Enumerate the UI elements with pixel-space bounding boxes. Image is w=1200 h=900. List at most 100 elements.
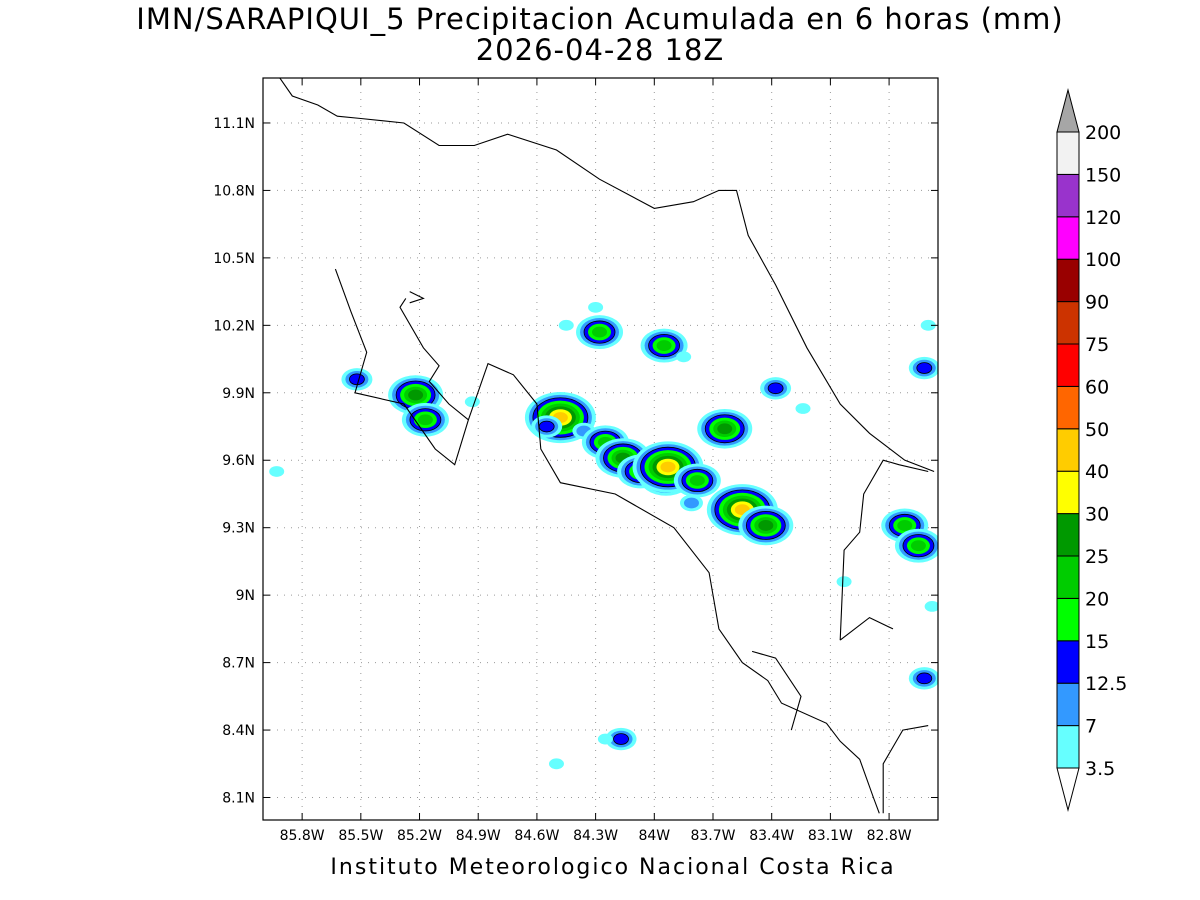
- precip-contour: [464, 396, 480, 408]
- precip-contour: [588, 301, 604, 313]
- precip-contour: [767, 382, 784, 395]
- colorbar-label: 3.5: [1085, 758, 1115, 780]
- precip-cell: [908, 356, 938, 380]
- precipitation-layer: [269, 301, 938, 770]
- precip-contour: [676, 351, 692, 363]
- colorbar-over-arrow: [1056, 88, 1080, 133]
- lat-tick-label: 9.3N: [222, 521, 255, 537]
- precip-contour: [349, 373, 365, 386]
- lon-tick-label: 84W: [638, 828, 670, 844]
- colorbar-label: 15: [1085, 631, 1109, 653]
- map-subtitle: 2026-04-28 18Z: [475, 33, 725, 67]
- precip-cell: [908, 667, 938, 690]
- precip-contour: [592, 326, 608, 338]
- precip-contour: [408, 389, 424, 401]
- colorbar-swatch: [1056, 555, 1080, 599]
- coastline: [279, 78, 935, 473]
- precip-cell: [558, 319, 574, 331]
- coastline: [467, 362, 880, 814]
- colorbar-swatch: [1056, 428, 1080, 472]
- colorbar-swatch: [1056, 173, 1080, 218]
- map-title: IMN/SARAPIQUI_5 Precipitacion Acumulada …: [136, 2, 1064, 36]
- lat-tick-label: 11.1N: [213, 116, 255, 132]
- precip-cell: [920, 319, 936, 331]
- lat-tick-label: 8.7N: [222, 656, 255, 672]
- lat-tick-label: 10.2N: [213, 318, 255, 334]
- precip-cell: [548, 758, 564, 770]
- colorbar-label: 120: [1085, 207, 1121, 229]
- precip-cell: [676, 351, 692, 363]
- colorbar-swatch: [1056, 301, 1080, 345]
- lat-tick-label: 10.8N: [213, 183, 255, 199]
- precip-contour: [717, 423, 733, 435]
- precip-cell: [531, 415, 563, 438]
- colorbar-label: 50: [1085, 419, 1109, 441]
- precip-contour: [660, 461, 676, 473]
- colorbar-swatch: [1056, 640, 1080, 684]
- coastline: [409, 291, 425, 304]
- lon-tick-label: 83.4W: [749, 828, 794, 844]
- precip-contour: [558, 319, 574, 331]
- precip-cell: [605, 727, 637, 751]
- coastline-layer: [279, 78, 935, 814]
- precip-cell: [588, 301, 604, 313]
- lon-tick-label: 84.9W: [456, 828, 501, 844]
- precip-contour: [269, 466, 285, 477]
- lon-tick-label: 85.5W: [338, 828, 383, 844]
- precip-contour: [689, 475, 705, 486]
- lat-tick-label: 9N: [236, 588, 255, 604]
- coastline: [751, 650, 802, 731]
- precip-cell: [760, 377, 792, 400]
- colorbar-swatch: [1056, 258, 1080, 303]
- colorbar-label: 100: [1085, 249, 1121, 271]
- precip-contour: [613, 733, 629, 745]
- lon-tick-label: 83.1W: [808, 828, 853, 844]
- precip-cell: [640, 328, 688, 363]
- colorbar-label: 25: [1085, 546, 1109, 568]
- precip-cell: [894, 528, 938, 563]
- precip-cell: [836, 576, 852, 588]
- footer-credit: Instituto Meteorologico Nacional Costa R…: [330, 855, 896, 880]
- colorbar-swatch: [1056, 513, 1080, 557]
- lat-tick-label: 9.6N: [222, 453, 255, 469]
- colorbar-under-arrow: [1056, 767, 1080, 812]
- colorbar-swatch: [1056, 216, 1080, 260]
- colorbar-swatch: [1056, 385, 1080, 430]
- precip-contour: [924, 600, 938, 612]
- precip-contour: [920, 319, 936, 331]
- plot-frame: [262, 77, 939, 821]
- precip-contour: [548, 758, 564, 770]
- lon-tick-label: 84.6W: [514, 828, 559, 844]
- colorbar-swatch: [1056, 682, 1080, 727]
- precip-contour: [538, 420, 555, 433]
- precip-contour: [910, 540, 926, 552]
- coastline: [334, 268, 470, 466]
- colorbar-label: 30: [1085, 504, 1109, 526]
- precip-cell: [576, 315, 624, 349]
- colorbar-label: 60: [1085, 376, 1109, 398]
- lon-tick-label: 85.2W: [397, 828, 442, 844]
- precip-contour: [897, 520, 913, 531]
- precip-cell: [924, 600, 938, 612]
- precip-contour: [795, 403, 811, 414]
- colorbar-swatch: [1056, 131, 1080, 175]
- colorbar-label: 40: [1085, 461, 1109, 483]
- axis-ticks: 85.8W 85.5W 85.2W 84.9W 84.6W 84.3W 84W 83.7W 83…: [213, 78, 938, 844]
- precip-cell: [269, 466, 285, 477]
- precip-cell: [464, 396, 480, 408]
- colorbar: 3.5 7 12.5 15 20 25 30 40 50 60 75 90 100 120 150 200: [1056, 88, 1127, 812]
- precip-contour: [597, 733, 613, 745]
- precip-contour: [417, 414, 433, 426]
- lat-tick-label: 8.1N: [222, 791, 255, 807]
- colorbar-label: 200: [1085, 122, 1121, 144]
- colorbar-label: 90: [1085, 292, 1109, 314]
- precip-contour: [916, 362, 933, 374]
- lon-tick-label: 82.8W: [867, 828, 912, 844]
- colorbar-label: 7: [1085, 716, 1097, 738]
- lon-tick-label: 84.3W: [573, 828, 618, 844]
- precip-cell: [738, 505, 794, 546]
- colorbar-label: 12.5: [1085, 673, 1127, 695]
- colorbar-label: 20: [1085, 588, 1109, 610]
- precip-contour: [683, 497, 699, 509]
